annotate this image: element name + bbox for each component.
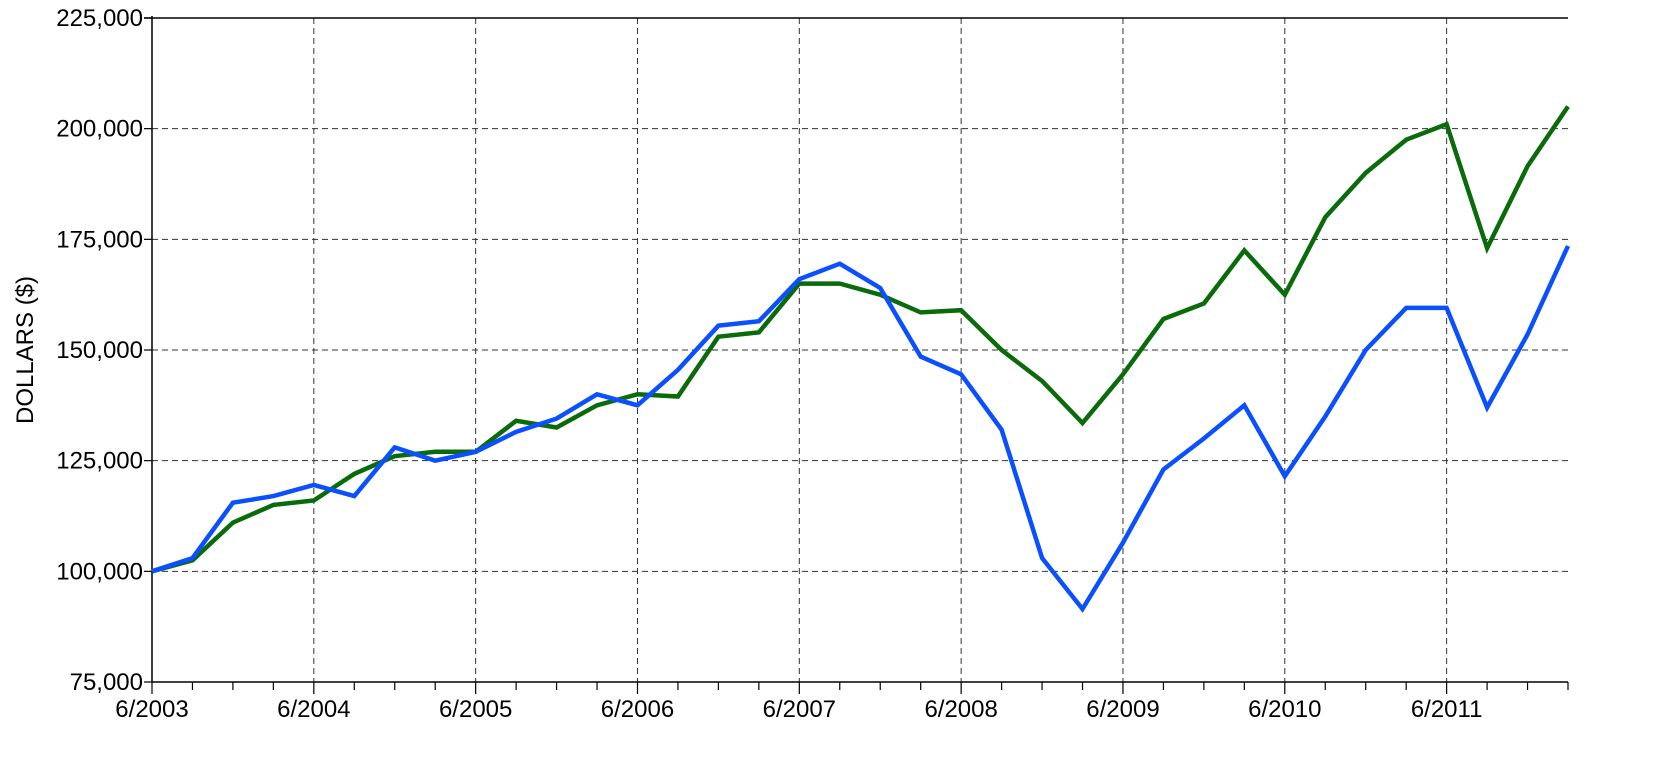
x-tick-label: 6/2010 (1248, 696, 1321, 723)
x-tick-label: 6/2005 (439, 696, 512, 723)
y-tick-label: 175,000 (56, 226, 143, 253)
x-tick-label: 6/2006 (601, 696, 674, 723)
x-tick-label: 6/2003 (115, 696, 188, 723)
x-tick-label: 6/2008 (924, 696, 997, 723)
x-tick-label: 6/2007 (763, 696, 836, 723)
series-line-1 (151, 105, 1570, 574)
series-lines (151, 105, 1571, 613)
y-tick-label: 200,000 (56, 116, 143, 143)
tick-labels: 75,000 100,000 125,000 150,000 175,000 200,00… (56, 5, 1482, 723)
axes (144, 16, 1569, 694)
y-tick-label: 75,000 (70, 669, 143, 696)
x-tick-label: 6/2004 (277, 696, 350, 723)
x-tick-label: 6/2009 (1086, 696, 1159, 723)
y-axis-title: DOLLARS ($) (12, 276, 39, 424)
y-tick-label: 100,000 (56, 558, 143, 585)
y-tick-label: 125,000 (56, 448, 143, 475)
x-tick-label: 6/2011 (1411, 696, 1483, 723)
grid-lines (152, 17, 1568, 682)
y-tick-label: 225,000 (56, 5, 143, 32)
series-line-2 (151, 245, 1571, 613)
y-tick-label: 150,000 (56, 337, 143, 364)
